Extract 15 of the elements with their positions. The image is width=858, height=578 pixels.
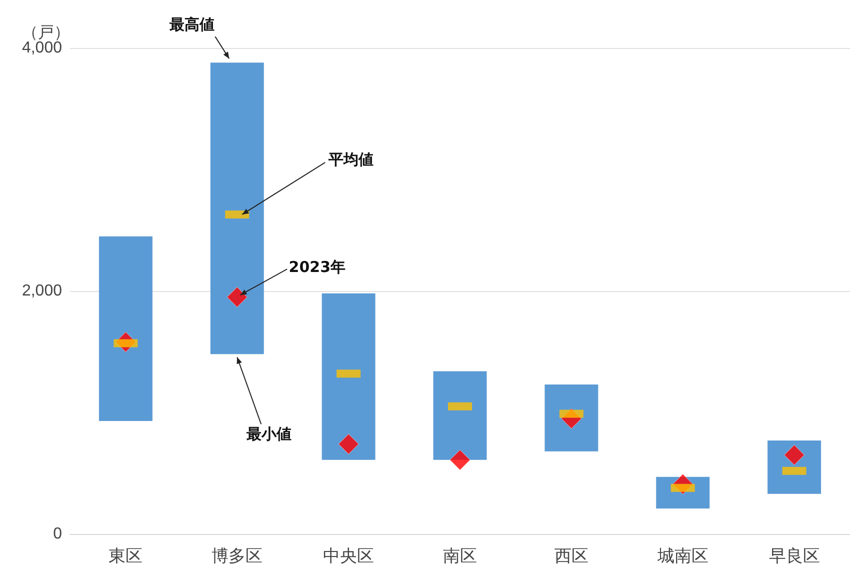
x-tick-label: 城南区: [656, 546, 708, 566]
y-tick-label: 0: [53, 526, 62, 542]
annotation: 2023年: [288, 258, 346, 276]
x-tick-label: 西区: [554, 546, 588, 566]
y-tick-label: 4,000: [22, 40, 62, 56]
x-tick-label: 博多区: [212, 546, 263, 566]
y-tick-label: 2,000: [22, 282, 62, 300]
annotation: 最高値: [168, 16, 215, 34]
annotation: 平均値: [328, 150, 374, 168]
x-tick-label: 早良区: [768, 546, 820, 566]
annotation: 最小値: [246, 425, 292, 444]
x-tick-label: 中央区: [323, 546, 374, 566]
y-axis-title: （戸）: [22, 22, 70, 42]
x-tick-label: 南区: [443, 546, 477, 566]
x-tick-label: 東区: [108, 546, 143, 566]
